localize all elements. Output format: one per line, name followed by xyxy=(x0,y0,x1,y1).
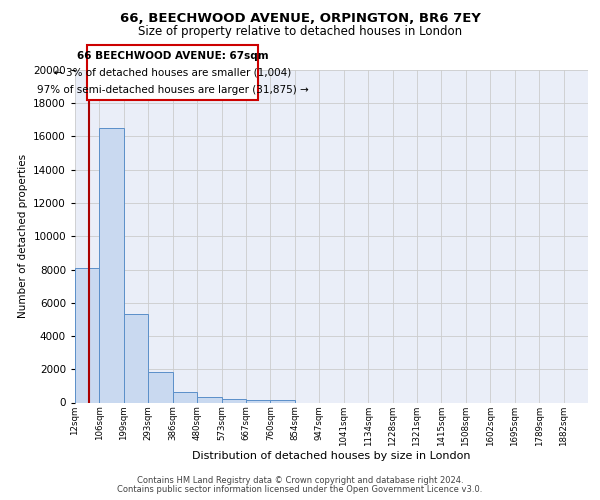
X-axis label: Distribution of detached houses by size in London: Distribution of detached houses by size … xyxy=(192,451,471,461)
Text: Size of property relative to detached houses in London: Size of property relative to detached ho… xyxy=(138,25,462,38)
Bar xyxy=(271,400,295,402)
Bar xyxy=(221,399,246,402)
Text: 66, BEECHWOOD AVENUE, ORPINGTON, BR6 7EY: 66, BEECHWOOD AVENUE, ORPINGTON, BR6 7EY xyxy=(119,12,481,26)
Y-axis label: Number of detached properties: Number of detached properties xyxy=(17,154,28,318)
Bar xyxy=(148,372,173,402)
Text: 66 BEECHWOOD AVENUE: 67sqm: 66 BEECHWOOD AVENUE: 67sqm xyxy=(77,51,269,61)
FancyBboxPatch shape xyxy=(87,45,258,100)
Text: ← 3% of detached houses are smaller (1,004): ← 3% of detached houses are smaller (1,0… xyxy=(54,68,292,78)
Bar xyxy=(246,400,271,402)
Bar xyxy=(75,268,100,402)
Text: 97% of semi-detached houses are larger (31,875) →: 97% of semi-detached houses are larger (… xyxy=(37,85,308,95)
Bar xyxy=(124,314,148,402)
Bar xyxy=(197,397,221,402)
Text: Contains public sector information licensed under the Open Government Licence v3: Contains public sector information licen… xyxy=(118,484,482,494)
Bar xyxy=(100,128,124,402)
Bar xyxy=(173,392,197,402)
Text: Contains HM Land Registry data © Crown copyright and database right 2024.: Contains HM Land Registry data © Crown c… xyxy=(137,476,463,485)
